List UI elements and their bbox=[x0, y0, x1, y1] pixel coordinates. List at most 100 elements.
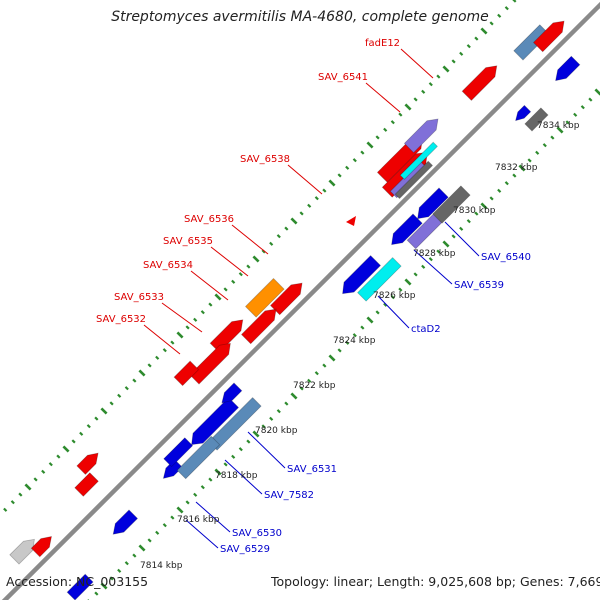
minor-tick bbox=[489, 21, 494, 26]
leader-line-bottom bbox=[444, 221, 480, 257]
minor-tick bbox=[109, 401, 114, 406]
leader-line-top bbox=[210, 246, 249, 277]
minor-tick bbox=[580, 105, 585, 110]
leader-line-top bbox=[190, 270, 229, 301]
gene-red-corner bbox=[30, 535, 53, 558]
leader-line-bottom bbox=[195, 501, 231, 533]
minor-tick bbox=[451, 59, 456, 64]
major-tick bbox=[100, 582, 108, 590]
minor-tick bbox=[474, 36, 479, 41]
major-tick bbox=[594, 88, 600, 96]
gene-red-top-2 bbox=[532, 20, 565, 53]
gene-ctad2 bbox=[357, 257, 402, 302]
minor-tick bbox=[375, 135, 380, 140]
minor-tick bbox=[542, 143, 547, 148]
minor-tick bbox=[132, 553, 137, 558]
major-tick bbox=[518, 164, 526, 172]
minor-tick bbox=[314, 371, 319, 376]
minor-tick bbox=[261, 249, 266, 254]
minor-tick bbox=[48, 462, 53, 467]
leader-line-bottom bbox=[413, 249, 453, 285]
gene-sav6532 bbox=[189, 342, 231, 385]
minor-tick bbox=[390, 295, 395, 300]
minor-tick bbox=[223, 287, 228, 292]
scale-label: 7822 kbp bbox=[293, 381, 336, 391]
minor-tick bbox=[421, 89, 426, 94]
minor-tick bbox=[413, 97, 418, 102]
leader-line-bottom bbox=[224, 459, 263, 495]
minor-tick bbox=[398, 287, 403, 292]
minor-tick bbox=[428, 257, 433, 262]
minor-tick bbox=[421, 264, 426, 269]
gene-gray-upper bbox=[394, 160, 434, 200]
gene-red-top bbox=[461, 65, 498, 101]
major-tick bbox=[214, 468, 222, 476]
gene-label-top: SAV_6538 bbox=[240, 154, 290, 165]
gene-sav6529 bbox=[112, 509, 139, 535]
minor-tick bbox=[246, 439, 251, 444]
minor-tick bbox=[360, 150, 365, 155]
minor-tick bbox=[3, 507, 8, 512]
gene-blue-ctad2-region bbox=[342, 255, 382, 295]
major-tick bbox=[480, 27, 488, 35]
gene-sav6535 bbox=[269, 282, 303, 316]
gene-sav6538-marker bbox=[346, 216, 356, 226]
minor-tick bbox=[504, 181, 509, 186]
gene-label-bottom: SAV_6530 bbox=[232, 528, 282, 539]
gene-blue-small-6531 bbox=[221, 382, 243, 404]
leader-line-top bbox=[161, 302, 203, 333]
major-tick bbox=[24, 483, 32, 491]
minor-tick bbox=[147, 363, 152, 368]
minor-tick bbox=[79, 431, 84, 436]
genome-summary: Topology: linear; Length: 9,025,608 bp; … bbox=[271, 574, 600, 589]
major-tick bbox=[404, 278, 412, 286]
minor-tick bbox=[71, 439, 76, 444]
gene-sav6530 bbox=[176, 435, 221, 480]
scale-label: 7832 kbp bbox=[495, 163, 538, 173]
major-tick bbox=[252, 430, 260, 438]
minor-tick bbox=[132, 378, 137, 383]
leader-line-bottom bbox=[185, 519, 219, 549]
minor-tick bbox=[383, 302, 388, 307]
minor-tick bbox=[33, 477, 38, 482]
major-tick bbox=[404, 103, 412, 111]
minor-tick bbox=[512, 0, 517, 3]
leader-line-bottom bbox=[247, 431, 286, 469]
minor-tick bbox=[535, 150, 540, 155]
gene-light-gray bbox=[9, 538, 35, 565]
minor-tick bbox=[459, 226, 464, 231]
minor-tick bbox=[170, 515, 175, 520]
major-tick bbox=[366, 316, 374, 324]
minor-tick bbox=[466, 44, 471, 49]
minor-tick bbox=[322, 188, 327, 193]
minor-tick bbox=[162, 523, 167, 528]
minor-tick bbox=[436, 249, 441, 254]
minor-tick bbox=[124, 561, 129, 566]
gene-blue-7582 bbox=[162, 458, 183, 479]
minor-tick bbox=[466, 219, 471, 224]
major-tick bbox=[366, 141, 374, 149]
major-tick bbox=[62, 445, 70, 453]
gene-cyan-upper bbox=[399, 141, 438, 180]
minor-tick bbox=[18, 492, 23, 497]
accession-label: Accession: NC_003155 bbox=[6, 574, 149, 589]
minor-tick bbox=[550, 135, 555, 140]
gene-label-bottom: SAV_6531 bbox=[287, 464, 337, 475]
minor-tick bbox=[185, 325, 190, 330]
gene-label-bottom: ctaD2 bbox=[411, 324, 441, 335]
minor-tick bbox=[497, 13, 502, 18]
major-tick bbox=[328, 354, 336, 362]
minor-tick bbox=[200, 485, 205, 490]
minor-tick bbox=[117, 393, 122, 398]
minor-tick bbox=[193, 317, 198, 322]
minor-tick bbox=[276, 234, 281, 239]
gene-label-top: SAV_6532 bbox=[96, 314, 146, 325]
minor-tick bbox=[269, 416, 274, 421]
gene-gray-small-top bbox=[524, 107, 549, 132]
tick-track-upper bbox=[3, 0, 517, 512]
minor-tick bbox=[10, 500, 15, 505]
minor-tick bbox=[307, 378, 312, 383]
